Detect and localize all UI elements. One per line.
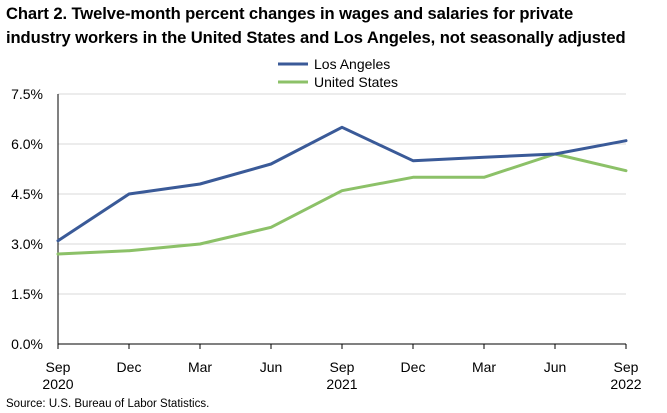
y-tick-label: 6.0%: [11, 136, 43, 152]
x-tick-year-label: 2020: [42, 376, 73, 392]
y-axis-tick-labels: 0.0% 1.5% 3.0% 4.5% 6.0% 7.5%: [11, 86, 43, 352]
x-tick-label: Jun: [544, 359, 567, 375]
source-note: Source: U.S. Bureau of Labor Statistics.: [6, 398, 210, 410]
y-tick-label: 1.5%: [11, 286, 43, 302]
series-line-los-angeles: [56, 125, 628, 243]
y-tick-label: 3.0%: [11, 236, 43, 252]
chart-title: Chart 2. Twelve-month percent changes in…: [6, 2, 666, 50]
x-tick-label: Dec: [401, 359, 426, 375]
series-line-united-states: [56, 152, 628, 256]
y-tick-label: 0.0%: [11, 336, 43, 352]
legend-label: Los Angeles: [314, 56, 390, 72]
x-tick-label: Dec: [117, 359, 142, 375]
legend: Los Angeles United States: [278, 56, 398, 90]
x-tick-label: Sep: [46, 359, 71, 375]
x-tick-label: Jun: [260, 359, 283, 375]
legend-label: United States: [314, 74, 398, 90]
x-tick-label: Mar: [472, 359, 496, 375]
x-tick-label: Sep: [614, 359, 639, 375]
x-tick-year-label: 2021: [326, 376, 357, 392]
chart-title-line-2: industry workers in the United States an…: [6, 28, 626, 47]
x-tick-year-label: 2022: [610, 376, 641, 392]
gridlines: [58, 93, 626, 295]
x-tick-label: Sep: [330, 359, 355, 375]
chart-title-line-1: Chart 2. Twelve-month percent changes in…: [6, 4, 574, 23]
x-tick-label: Mar: [188, 359, 212, 375]
y-tick-label: 7.5%: [11, 86, 43, 102]
axes: [57, 94, 627, 349]
series-lines: [56, 125, 628, 256]
y-tick-label: 4.5%: [11, 186, 43, 202]
